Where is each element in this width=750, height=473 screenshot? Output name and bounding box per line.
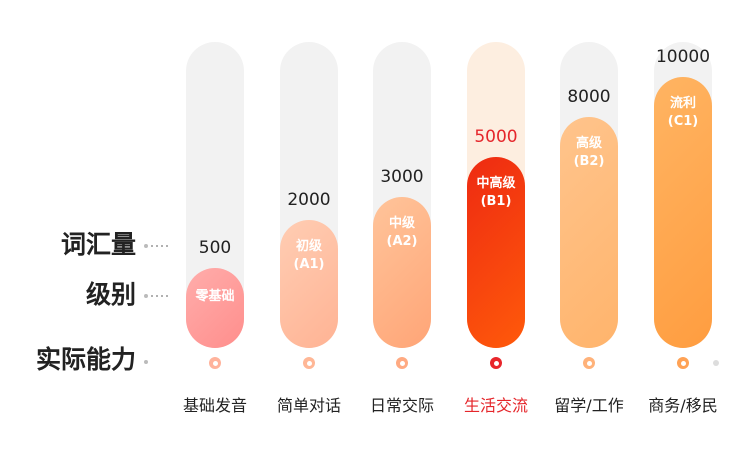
level-name: 中级 (A2) bbox=[386, 216, 418, 249]
ability-marker bbox=[490, 357, 502, 369]
ability-marker bbox=[303, 357, 315, 369]
vocabulary-value: 2000 bbox=[287, 190, 331, 210]
level-bar: 高级 (B2) bbox=[560, 117, 618, 348]
level-bar: 流利 (C1) bbox=[654, 77, 712, 348]
ability-marker bbox=[209, 357, 221, 369]
vocabulary-value: 10000 bbox=[655, 47, 711, 67]
level-bar: 中高级 (B1) bbox=[467, 157, 525, 348]
ability-label: 日常交际 bbox=[369, 396, 434, 415]
ability-marker bbox=[396, 357, 408, 369]
ability-label: 基础发音 bbox=[182, 396, 247, 415]
level-name: 高级 (B2) bbox=[573, 136, 605, 169]
level-name: 中高级 (B1) bbox=[476, 176, 516, 209]
row-label-ability: 实际能力 bbox=[35, 345, 136, 374]
ability-marker bbox=[583, 357, 595, 369]
vocabulary-value: 500 bbox=[198, 238, 232, 258]
level-bar: 中级 (A2) bbox=[373, 197, 431, 348]
row-label-level: 级别 bbox=[85, 280, 136, 309]
ability-marker bbox=[677, 357, 689, 369]
level-name: 初级 (A1) bbox=[293, 239, 325, 272]
level-name: 零基础 bbox=[195, 289, 235, 304]
ability-label: 商务/移民 bbox=[648, 396, 718, 415]
dotted-leader-ability bbox=[144, 360, 174, 364]
ability-label: 留学/工作 bbox=[554, 396, 624, 415]
vocabulary-value: 8000 bbox=[567, 87, 611, 107]
vocabulary-value: 3000 bbox=[380, 167, 424, 187]
level-bar: 初级 (A1) bbox=[280, 220, 338, 348]
ability-label: 生活交流 bbox=[463, 396, 528, 415]
dotted-leader-vocabulary bbox=[144, 244, 174, 248]
dotted-leader-level bbox=[144, 294, 174, 298]
level-bar: 零基础 bbox=[186, 268, 244, 348]
level-name: 流利 (C1) bbox=[667, 96, 699, 129]
row-label-vocabulary: 词汇量 bbox=[60, 230, 136, 259]
ability-label: 简单对话 bbox=[276, 396, 341, 415]
axis-end-dot bbox=[713, 360, 719, 366]
vocabulary-value: 5000 bbox=[474, 127, 518, 147]
